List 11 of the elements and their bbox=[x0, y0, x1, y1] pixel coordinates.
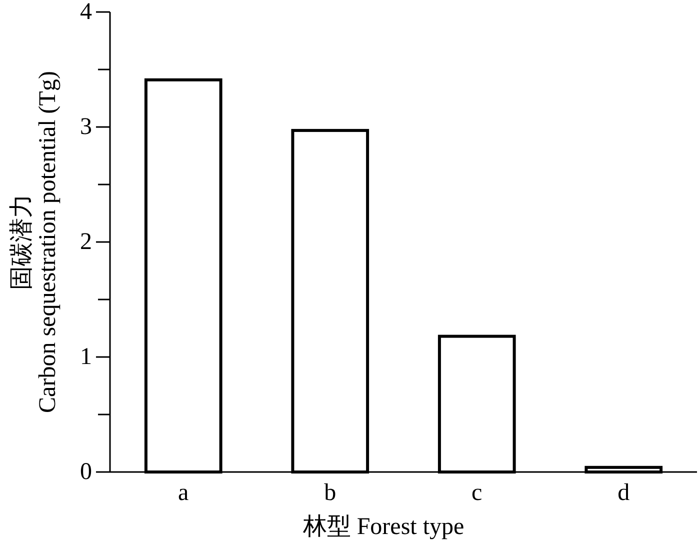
y-tick-label: 2 bbox=[80, 229, 92, 255]
x-tick-label: a bbox=[178, 480, 190, 506]
y-tick-label: 1 bbox=[80, 344, 92, 370]
y-tick-label: 0 bbox=[80, 459, 92, 485]
y-tick-label: 3 bbox=[80, 114, 92, 140]
y-tick-label: 4 bbox=[80, 0, 92, 25]
y-axis-title: 固碳潜力 Carbon sequestration potential (Tg) bbox=[9, 71, 61, 413]
x-tick-label: d bbox=[618, 480, 630, 506]
x-tick-label: b bbox=[324, 480, 336, 506]
x-axis-title: 林型 Forest type bbox=[302, 514, 464, 540]
x-tick-label: c bbox=[472, 480, 482, 506]
